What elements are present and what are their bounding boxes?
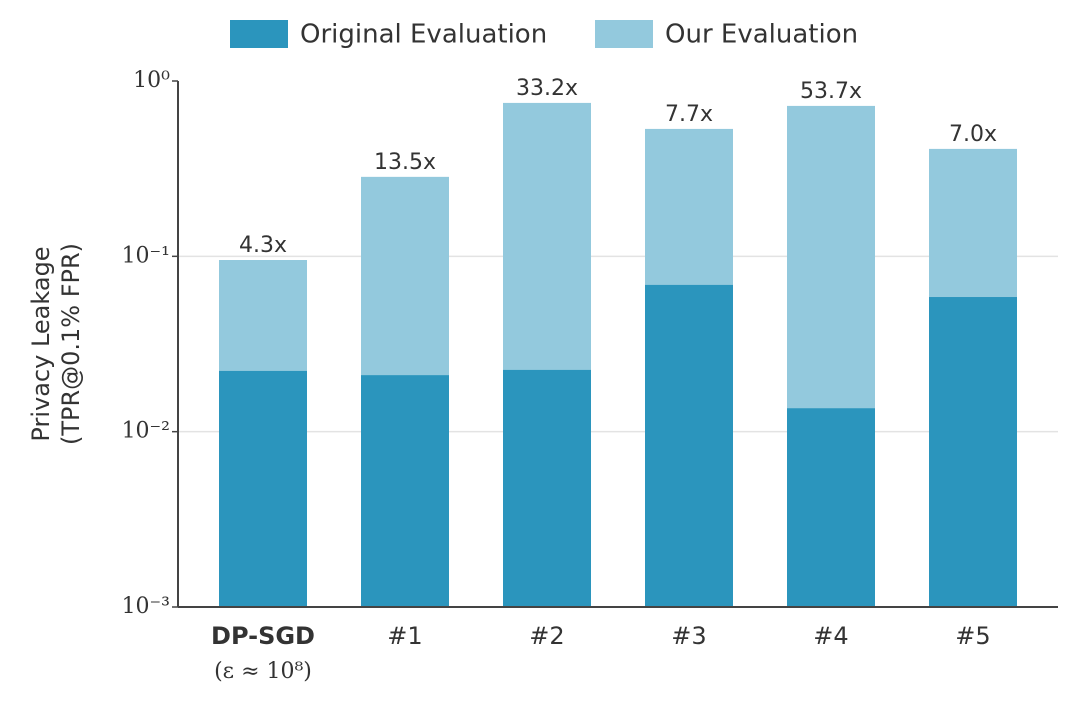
x-tick-label: #3 (671, 622, 706, 650)
ratio-label: 13.5x (374, 150, 436, 175)
x-tick-label: #2 (529, 622, 564, 650)
y-tick-label: 10⁰ (133, 68, 170, 93)
bar (929, 297, 1017, 607)
y-axis-label: Privacy Leakage (27, 246, 55, 441)
ratio-label: 7.7x (665, 102, 713, 127)
bar (503, 369, 591, 607)
x-tick-label: DP-SGD (211, 622, 315, 650)
y-tick-label: 10⁻¹ (122, 243, 170, 268)
ratio-label: 4.3x (239, 233, 287, 258)
x-tick-label: #1 (387, 622, 422, 650)
ratio-label: 7.0x (949, 122, 997, 147)
y-axis-label: (TPR@0.1% FPR) (57, 243, 85, 445)
legend-swatch (595, 20, 653, 48)
x-tick-note: (ε ≈ 10⁸) (214, 659, 312, 684)
bar (219, 370, 307, 607)
x-tick-label: #5 (955, 622, 990, 650)
y-tick-label: 10⁻³ (122, 594, 170, 619)
bar (787, 408, 875, 607)
bar (361, 375, 449, 607)
ratio-label: 33.2x (516, 76, 578, 101)
ratio-label: 53.7x (800, 79, 862, 104)
bar (645, 284, 733, 607)
y-tick-label: 10⁻² (122, 419, 170, 444)
x-tick-label: #4 (813, 622, 848, 650)
legend-swatch (230, 20, 288, 48)
legend-label: Our Evaluation (665, 20, 858, 50)
legend-label: Original Evaluation (300, 20, 547, 50)
